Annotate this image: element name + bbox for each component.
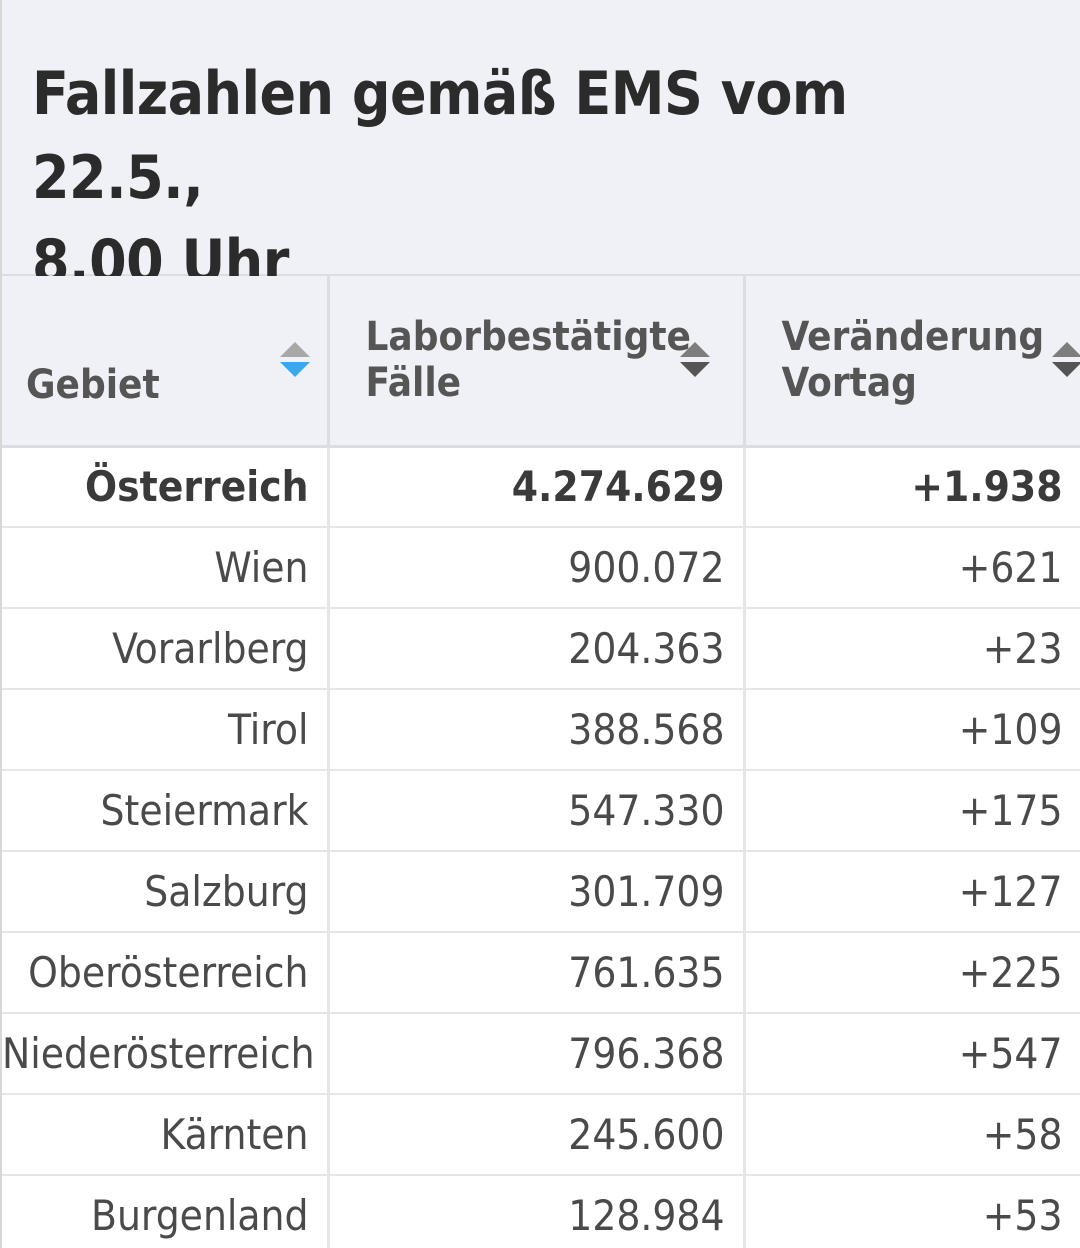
cases-cell: 301.709 (328, 851, 746, 933)
case-numbers-table: Gebiet Laborbestätigte Fälle Veränderung… (2, 276, 1080, 1248)
sort-arrows-icon[interactable] (1051, 342, 1080, 378)
change-cell: +547 (744, 1013, 1080, 1095)
cases-cell: 388.568 (328, 689, 746, 771)
region-cell: Österreich (2, 446, 330, 528)
region-cell: Wien (2, 527, 330, 609)
table-row: Steiermark 547.330 +175 (2, 770, 1080, 852)
region-cell: Kärnten (2, 1094, 330, 1176)
column-header-label: Gebiet (26, 362, 160, 409)
region-cell: Niederösterreich (2, 1013, 330, 1095)
cases-cell: 128.984 (328, 1175, 746, 1248)
region-cell: Steiermark (2, 770, 330, 852)
change-cell: +109 (744, 689, 1080, 771)
column-header-gebiet[interactable]: Gebiet (2, 276, 330, 448)
region-cell: Tirol (2, 689, 330, 771)
change-cell: +23 (744, 608, 1080, 690)
cases-cell: 547.330 (328, 770, 746, 852)
cases-cell: 4.274.629 (328, 446, 746, 528)
column-header-label: Laborbestätigte Fälle (365, 314, 691, 407)
column-header-cases[interactable]: Laborbestätigte Fälle (328, 276, 746, 448)
title-area: Fallzahlen gemäß EMS vom 22.5., 8.00 Uhr (2, 0, 1080, 297)
table-header: Gebiet Laborbestätigte Fälle Veränderung… (2, 276, 1080, 448)
cases-cell: 761.635 (328, 932, 746, 1014)
region-cell: Burgenland (2, 1175, 330, 1248)
change-cell: +127 (744, 851, 1080, 933)
page-title: Fallzahlen gemäß EMS vom 22.5., 8.00 Uhr (32, 59, 848, 297)
table-body: Österreich 4.274.629 +1.938 Wien 900.072 +621… (2, 446, 1080, 1248)
change-cell: +621 (744, 527, 1080, 609)
sort-arrows-icon[interactable] (679, 342, 710, 378)
region-cell: Oberösterreich (2, 932, 330, 1014)
sort-arrows-icon[interactable] (280, 342, 310, 378)
cases-cell: 900.072 (328, 527, 746, 609)
change-cell: +175 (744, 770, 1080, 852)
table-row: Salzburg 301.709 +127 (2, 851, 1080, 933)
cases-cell: 245.600 (328, 1094, 746, 1176)
table-row: Burgenland 128.984 +53 (2, 1175, 1080, 1248)
change-cell: +58 (744, 1094, 1080, 1176)
region-cell: Vorarlberg (2, 608, 330, 690)
table-row-total: Österreich 4.274.629 +1.938 (2, 446, 1080, 528)
table-row: Vorarlberg 204.363 +23 (2, 608, 1080, 690)
table-row: Oberösterreich 761.635 +225 (2, 932, 1080, 1014)
cases-cell: 204.363 (328, 608, 746, 690)
header-row: Gebiet Laborbestätigte Fälle Veränderung… (2, 276, 1080, 448)
table-row: Kärnten 245.600 +58 (2, 1094, 1080, 1176)
change-cell: +225 (744, 932, 1080, 1014)
cases-cell: 796.368 (328, 1013, 746, 1095)
region-cell: Salzburg (2, 851, 330, 933)
column-header-change[interactable]: Veränderung Vortag (744, 276, 1080, 448)
column-header-label: Veränderung Vortag (781, 314, 1045, 407)
table-row: Niederösterreich 796.368 +547 (2, 1013, 1080, 1095)
table-row: Wien 900.072 +621 (2, 527, 1080, 609)
change-cell: +53 (744, 1175, 1080, 1248)
change-cell: +1.938 (744, 446, 1080, 528)
table-row: Tirol 388.568 +109 (2, 689, 1080, 771)
